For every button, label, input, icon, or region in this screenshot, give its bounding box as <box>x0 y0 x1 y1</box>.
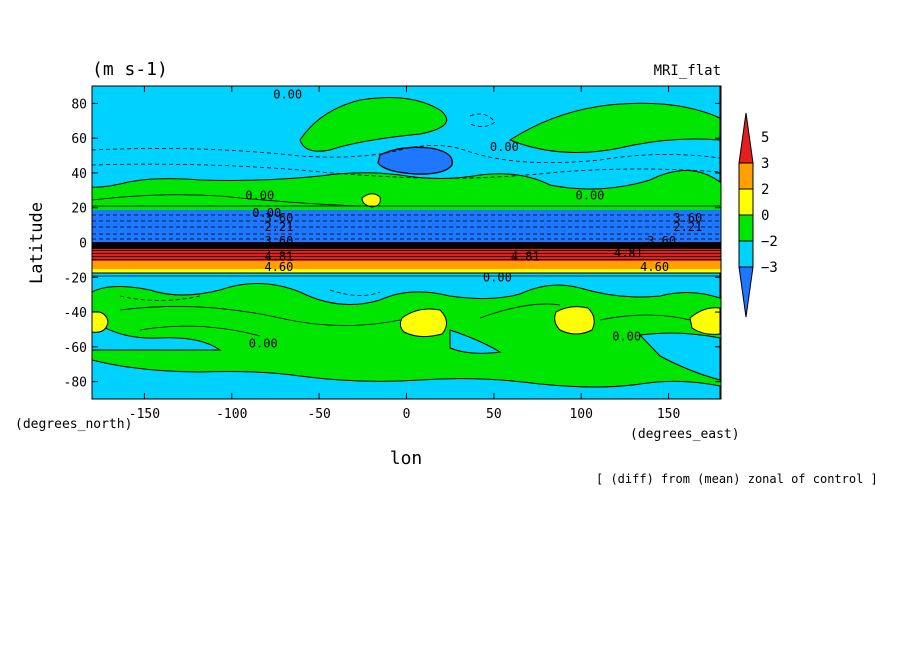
colorbar-swatch <box>738 188 754 216</box>
region-south-negative-2 <box>92 319 222 351</box>
region-south-negative-5 <box>92 359 721 399</box>
y-tick-label: 80 <box>71 97 87 112</box>
x-tick-label: 0 <box>403 407 411 422</box>
region-north-green-east <box>508 102 721 153</box>
contour-label: 4.81 <box>614 246 643 260</box>
band-yellow <box>92 269 721 273</box>
contour-label: 4.60 <box>264 260 293 274</box>
dashed-contour <box>329 289 381 296</box>
region-north-negative <box>92 86 721 190</box>
contour-label: 3.60 <box>647 234 676 248</box>
y-tick-label: 20 <box>71 202 87 217</box>
colorbar-swatch <box>738 112 754 164</box>
region-north-lobe <box>377 146 453 175</box>
contour-label: 2.21 <box>673 220 702 234</box>
y-tick-label: -60 <box>64 341 87 356</box>
colorbar-swatch <box>738 214 754 242</box>
plot-area: 0.000.000.00 0.000.003.60 3.602.21 2.213.60… <box>92 86 721 399</box>
region-south-negative-4 <box>638 332 721 381</box>
y-tick-label: 0 <box>79 237 87 252</box>
x-tick-label: -50 <box>307 407 330 422</box>
contour-label: 4.81 <box>264 249 293 263</box>
contour-label: 0.00 <box>245 189 274 203</box>
x-axis-label: lon <box>390 448 423 469</box>
colorbar-swatch <box>738 266 754 318</box>
dashed-contours <box>92 113 721 301</box>
contour-label: 0.00 <box>483 270 512 284</box>
region-south-negative <box>92 272 721 305</box>
contour-label: 2.21 <box>264 220 293 234</box>
x-tick-label: -150 <box>129 407 160 422</box>
region-yellow-s1 <box>92 311 109 333</box>
contour-label: 4.60 <box>640 260 669 274</box>
colorbar-label: 2 <box>761 182 769 198</box>
colorbar-label: 5 <box>761 130 769 146</box>
solid-contour <box>119 306 401 326</box>
band-black <box>92 242 721 249</box>
region-north-green-tongue <box>299 97 448 152</box>
x-tick-label: 100 <box>569 407 592 422</box>
solid-contour <box>139 325 261 337</box>
solid-contour <box>479 303 561 319</box>
solid-contour <box>599 314 691 321</box>
y-axis: 80 60 40 20 0 -20 -40 -60 -80 <box>64 97 721 391</box>
contour-label: 3.60 <box>264 234 293 248</box>
dashed-contour <box>119 295 201 301</box>
region-yellow-s3 <box>554 306 595 335</box>
colorbar-label: 0 <box>761 208 769 224</box>
contour-label: 0.00 <box>490 140 519 154</box>
colorbar-swatch <box>738 240 754 268</box>
region-yellow-n1 <box>361 193 381 208</box>
colorbar-label: 3 <box>761 156 769 172</box>
region-yellow-s4 <box>689 307 721 335</box>
y-tick-label: 60 <box>71 132 87 147</box>
x-tick-label: 50 <box>486 407 502 422</box>
dashed-contour <box>92 145 721 164</box>
contour-label: 0.00 <box>273 88 302 102</box>
contour-label: 3.60 <box>673 211 702 225</box>
colorbar-swatch <box>738 162 754 190</box>
footnote: [ (diff) from (mean) zonal of control ] <box>596 472 878 486</box>
dashed-contour <box>469 113 496 127</box>
band-orange <box>92 261 721 269</box>
model-label: MRI_flat <box>654 63 721 79</box>
region-yellow-s2 <box>399 308 447 338</box>
units-label: (m s-1) <box>92 59 168 80</box>
contour-label: 3.60 <box>264 211 293 225</box>
x-axis: -150 -100 -50 0 50 100 150 <box>129 86 680 422</box>
colorbar-label: −3 <box>761 260 778 276</box>
x-units-label: (degrees_east) <box>630 427 740 442</box>
x-tick-label: -100 <box>216 407 247 422</box>
y-units-label: (degrees_north) <box>15 417 132 432</box>
y-tick-label: -20 <box>64 271 87 286</box>
x-tick-label: 150 <box>657 407 680 422</box>
contour-label: 0.00 <box>576 189 605 203</box>
y-tick-label: -80 <box>64 376 87 391</box>
region-south-negative-3 <box>449 329 502 354</box>
band-red <box>92 249 721 261</box>
contour-label: 0.00 <box>612 329 641 343</box>
contour-label: 0.00 <box>252 206 281 220</box>
contour-labels: 0.000.000.00 0.000.003.60 3.602.21 2.213.60… <box>245 88 702 351</box>
dashed-contour <box>92 163 721 179</box>
solid-contours <box>92 194 720 337</box>
y-tick-label: 40 <box>71 167 87 182</box>
solid-contour <box>92 194 361 207</box>
y-tick-label: -40 <box>64 306 87 321</box>
contour-label: 0.00 <box>249 336 278 350</box>
contour-label: 4.81 <box>511 249 540 263</box>
colorbar-label: −2 <box>761 234 778 250</box>
y-axis-label: Latitude <box>27 202 47 284</box>
colorbar: 5 3 2 0 −2 −3 <box>738 112 778 318</box>
band-blue-north <box>92 210 721 242</box>
